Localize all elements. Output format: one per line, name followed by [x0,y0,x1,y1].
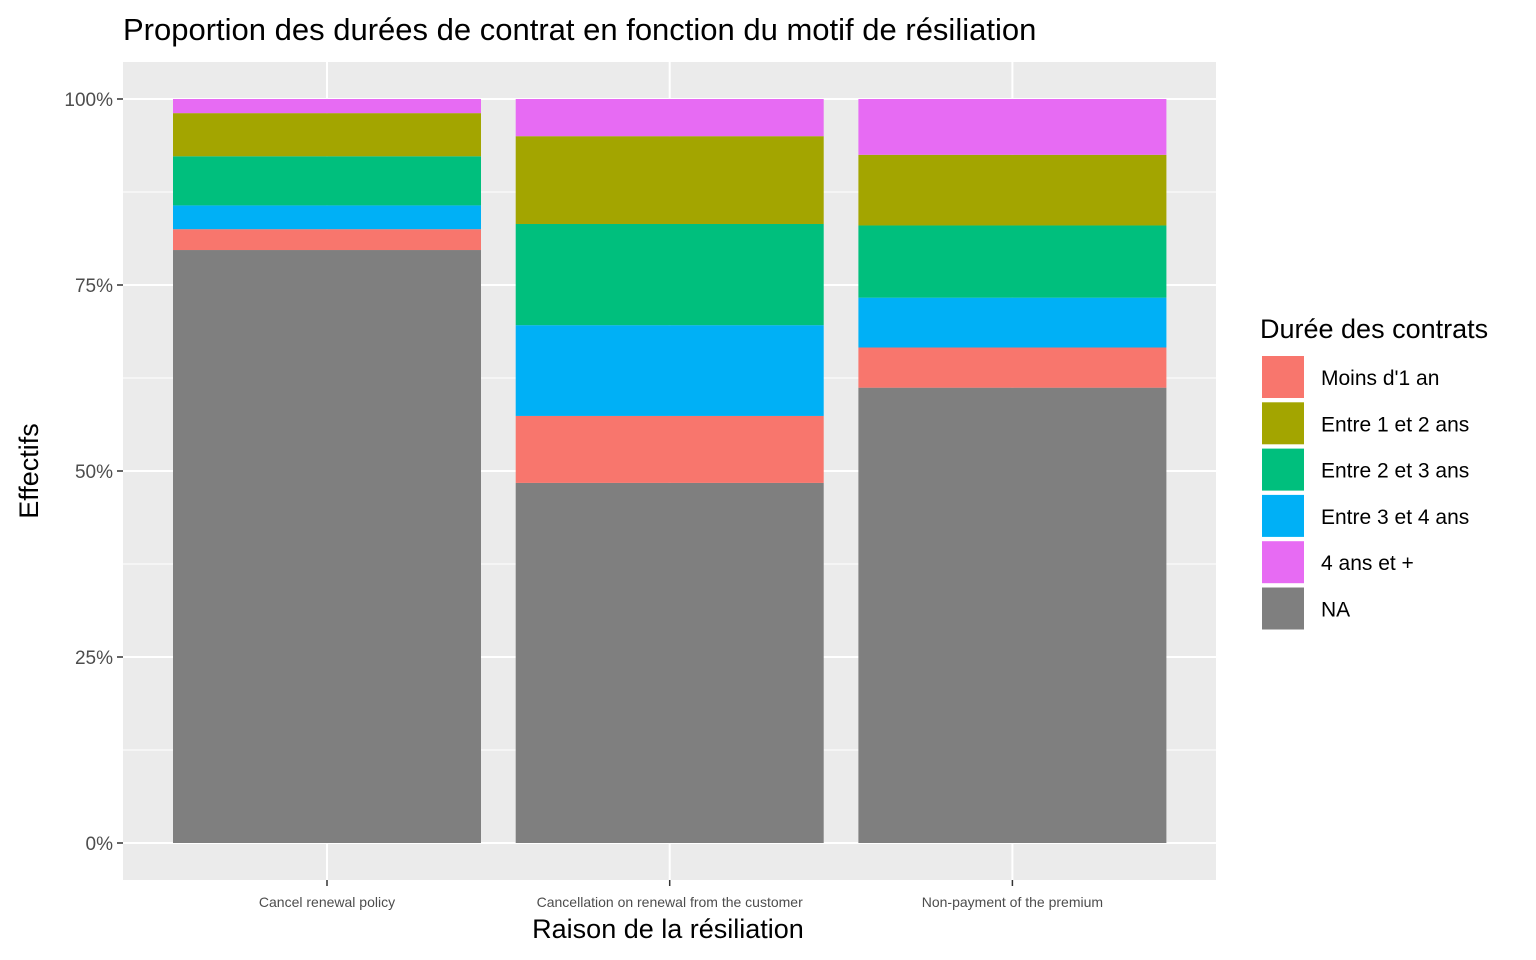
x-tick-label: Non-payment of the premium [922,894,1103,910]
y-tick-label: 0% [86,834,114,855]
bar-segment [173,156,481,206]
y-tick-label: 50% [75,462,113,483]
bar-segment [173,229,481,251]
bar-segment [858,297,1167,348]
y-tick-label: 100% [64,90,113,111]
legend-label: Moins d'1 an [1321,367,1439,390]
bar-segment [515,325,824,416]
legend-key [1262,356,1304,398]
legend-key [1262,448,1304,491]
legend-key [1262,494,1304,537]
chart-title: Proportion des durées de contrat en fonc… [123,12,1036,47]
bar-segment [515,415,824,483]
y-axis-title: Effectifs [14,423,44,519]
legend-key [1262,541,1304,584]
legend-label: Entre 1 et 2 ans [1321,413,1469,436]
legend: Durée des contrats Moins d'1 an Entre 1 e… [1260,314,1488,630]
bar-segment [173,99,481,114]
x-tick-label: Cancel renewal policy [259,894,395,910]
legend-label: 4 ans et + [1321,552,1414,575]
x-axis-title: Raison de la résiliation [532,914,804,944]
bar-segment [858,225,1167,298]
y-tick-label: 25% [75,648,113,669]
y-tick-label: 75% [75,276,113,297]
legend-label: Entre 2 et 3 ans [1321,460,1469,483]
bar-segment [515,136,824,224]
legend-label: Entre 3 et 4 ans [1321,506,1469,529]
x-tick-label: Cancellation on renewal from the custome… [537,894,803,910]
legend-key [1262,402,1304,445]
legend-label: NA [1321,599,1350,622]
legend-title: Durée des contrats [1260,314,1488,344]
bar-segment [858,387,1167,843]
x-axis: Cancel renewal policy Cancellation on ren… [259,880,1103,910]
legend-key [1262,587,1304,630]
bar-segment [515,223,824,326]
y-axis: 0% 25% 50% 75% 100% [64,90,123,855]
bar-segment [173,250,481,844]
bar-segment [515,99,824,137]
bar-segment [858,99,1167,155]
bar-segment [173,113,481,157]
bar-segment [858,154,1167,226]
bar-segment [515,482,824,843]
bar-segment [173,205,481,230]
bars [173,99,1167,844]
bar-segment [858,347,1167,388]
